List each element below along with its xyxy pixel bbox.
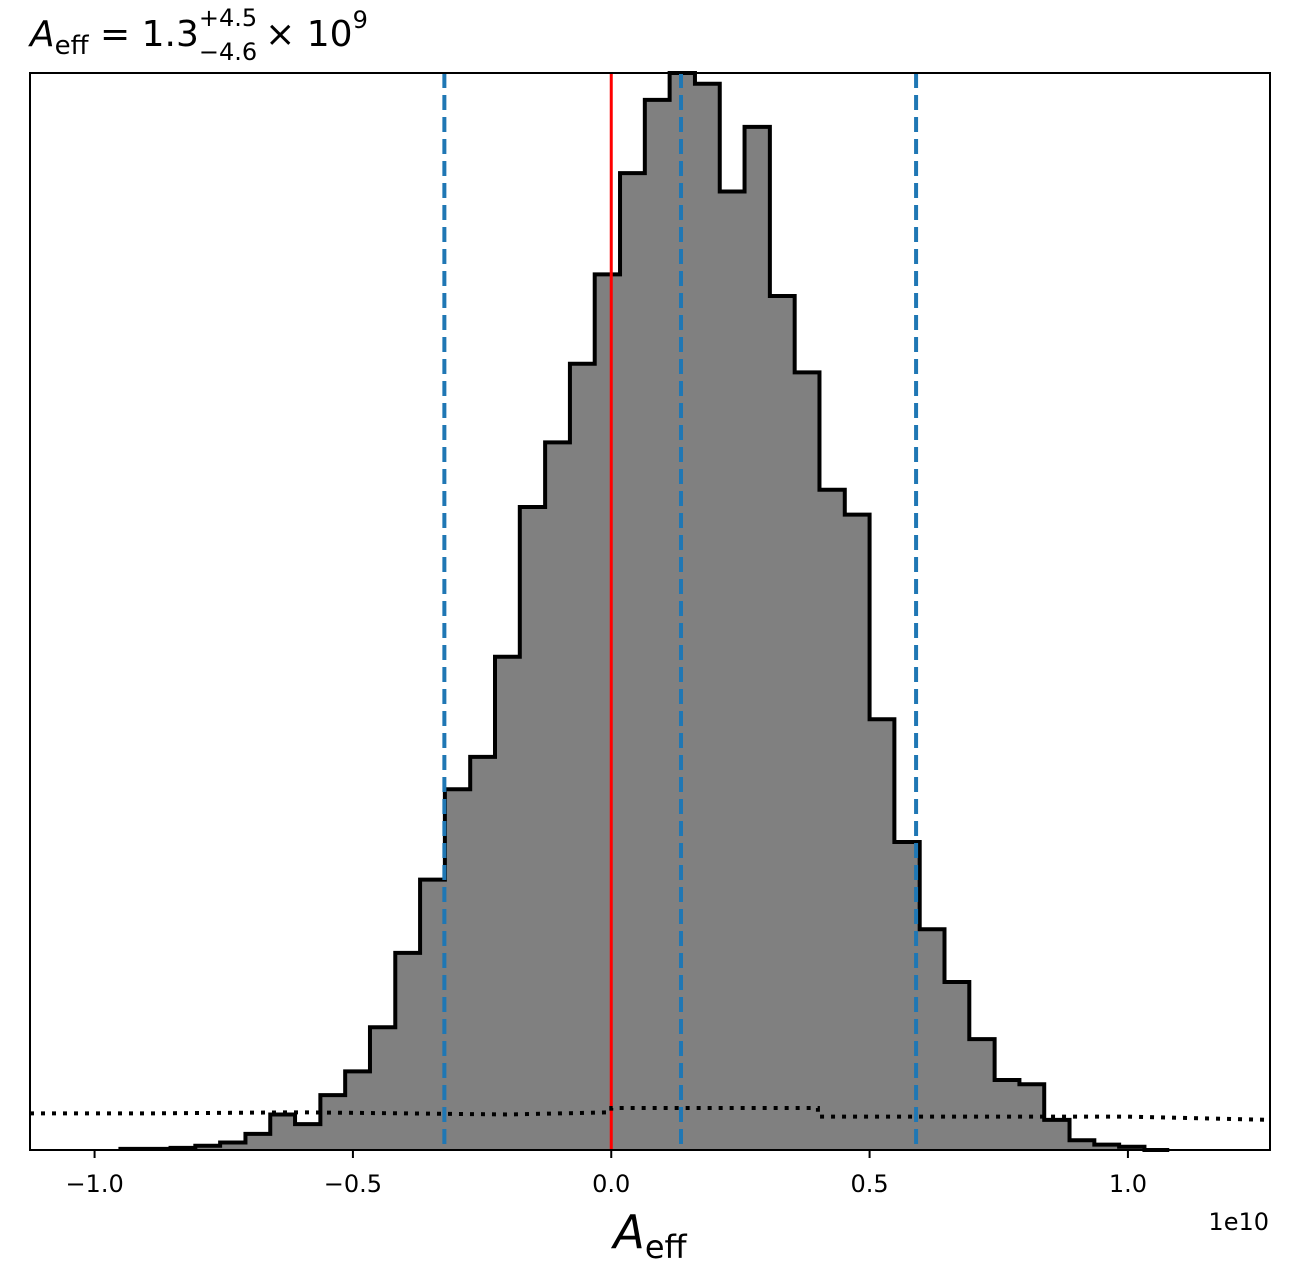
title-exponent: 9 [353, 6, 368, 34]
histogram-bar [694, 83, 721, 1150]
histogram-bar [270, 1114, 296, 1150]
histogram-bar [245, 1133, 271, 1150]
histogram-bar [794, 372, 820, 1150]
histogram-bar [320, 1095, 346, 1150]
histogram-bar [644, 99, 671, 1150]
x-axis-label: Aeff [610, 1205, 687, 1266]
histogram-bar [395, 952, 421, 1150]
x-axis-offset-label: 1e10 [1208, 1208, 1269, 1236]
histogram-bar [545, 442, 571, 1150]
histogram-bar [519, 507, 546, 1150]
axes-frame [29, 72, 1271, 1151]
histogram-bar [420, 879, 446, 1150]
title-lower-error: −4.6 [199, 38, 257, 66]
chart-title: Aeff = 1.3+4.5 −4.6 × 109 [28, 4, 368, 66]
histogram-bar [295, 1124, 321, 1150]
histogram-bar [1069, 1140, 1095, 1150]
title-symbol-sub: eff [55, 31, 90, 61]
histogram-bar [719, 191, 746, 1151]
title-median: 1.3 [142, 14, 199, 55]
x-tick-label: −0.5 [324, 1170, 382, 1198]
histogram-bar [869, 719, 895, 1150]
histogram-bar [495, 656, 521, 1150]
title-symbol: A [28, 14, 55, 55]
histogram-bar [444, 789, 471, 1150]
histogram-bar [470, 756, 496, 1150]
histogram-bar [594, 274, 621, 1150]
histogram-bar [369, 1027, 396, 1150]
histogram-bar [620, 173, 646, 1150]
histogram-bar [969, 1039, 996, 1150]
histogram-bar [569, 363, 596, 1150]
histogram-bar [220, 1142, 246, 1150]
histogram-bar [744, 126, 771, 1151]
histogram-bar [844, 514, 871, 1150]
x-axis-label-symbol: A [610, 1205, 644, 1259]
x-axis-label-sub: eff [645, 1228, 688, 1266]
histogram-bar [345, 1071, 371, 1150]
x-tick-label: 1.0 [1109, 1170, 1147, 1198]
plot-area [118, 71, 1170, 1152]
histogram-bar [944, 981, 970, 1150]
title-multiplier: × 10 [265, 14, 352, 55]
histogram-bar [195, 1145, 221, 1150]
title-upper-error: +4.5 [199, 4, 257, 32]
prior-dotted-line [30, 1106, 1271, 1122]
histogram-bar [1094, 1144, 1120, 1150]
x-tick-label: −1.0 [65, 1170, 123, 1198]
histogram-outline [118, 71, 1170, 1152]
histogram-bar [1044, 1119, 1071, 1150]
histogram-bar [769, 295, 796, 1150]
histogram-bar [919, 929, 945, 1150]
x-tick-label: 0.5 [850, 1170, 888, 1198]
x-axis-ticks: −1.0 −0.5 0.0 0.5 1.0 [65, 1150, 1147, 1198]
histogram-bar [819, 489, 846, 1150]
x-tick-label: 0.0 [592, 1170, 630, 1198]
reference-lines [30, 73, 1271, 1150]
